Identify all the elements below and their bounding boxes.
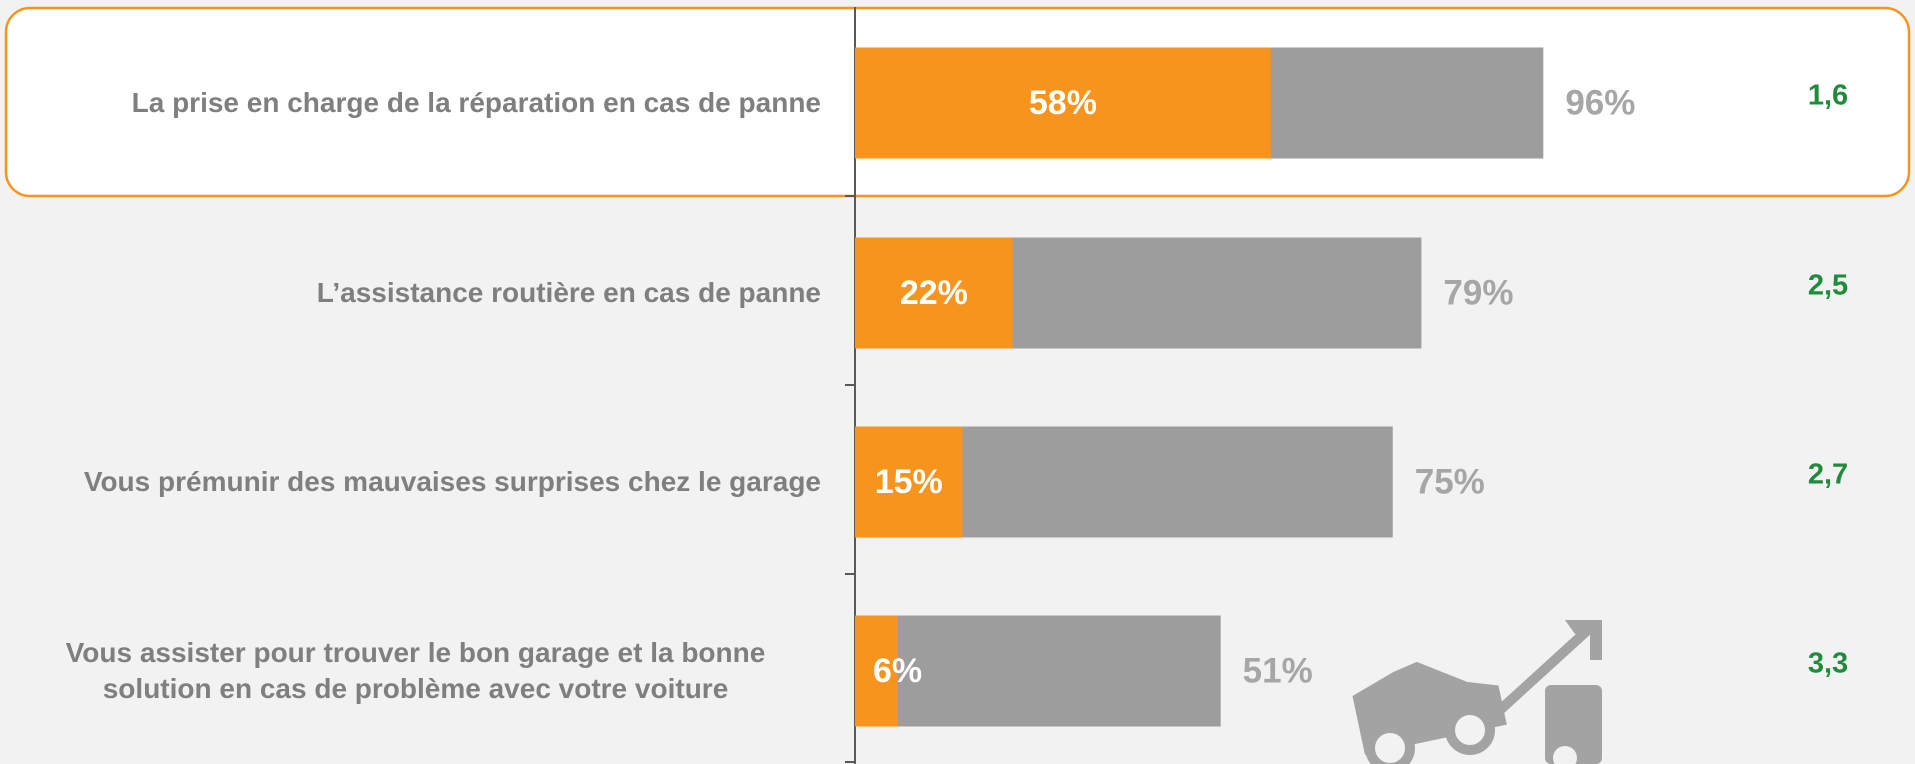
category-label-box: Vous assister pour trouver le bon garage… xyxy=(10,616,821,727)
bar xyxy=(855,615,899,727)
bar-label: 58% xyxy=(1029,84,1097,122)
tow-truck-icon xyxy=(1352,620,1602,764)
category-ticks xyxy=(845,195,855,763)
category-label-box: L’assistance routière en cas de panne xyxy=(10,238,821,349)
bar-label: 22% xyxy=(900,274,968,312)
bar xyxy=(855,47,1271,159)
category-label-box: La prise en charge de la réparation en c… xyxy=(10,48,821,159)
category-label: La prise en charge de la réparation en c… xyxy=(131,86,821,118)
score-label: 3,3 xyxy=(1808,648,1848,680)
bar xyxy=(855,237,1013,349)
category-label: Vous assister pour trouver le bon garage… xyxy=(65,636,766,704)
bar-label: 6% xyxy=(873,652,922,690)
total-label: 75% xyxy=(1415,462,1485,501)
total-label: 96% xyxy=(1565,83,1635,122)
total-label: 79% xyxy=(1443,273,1513,312)
bar-label: 15% xyxy=(875,463,943,501)
score-label: 2,7 xyxy=(1808,459,1848,491)
total-label: 51% xyxy=(1243,651,1313,690)
category-label: Vous prémunir des mauvaises surprises ch… xyxy=(83,465,821,497)
score-label: 2,5 xyxy=(1808,270,1848,302)
bar xyxy=(855,615,1221,727)
bar xyxy=(855,426,963,538)
category-label-box: Vous prémunir des mauvaises surprises ch… xyxy=(10,427,821,538)
category-label: L’assistance routière en cas de panne xyxy=(316,276,821,308)
score-label: 1,6 xyxy=(1808,80,1848,112)
